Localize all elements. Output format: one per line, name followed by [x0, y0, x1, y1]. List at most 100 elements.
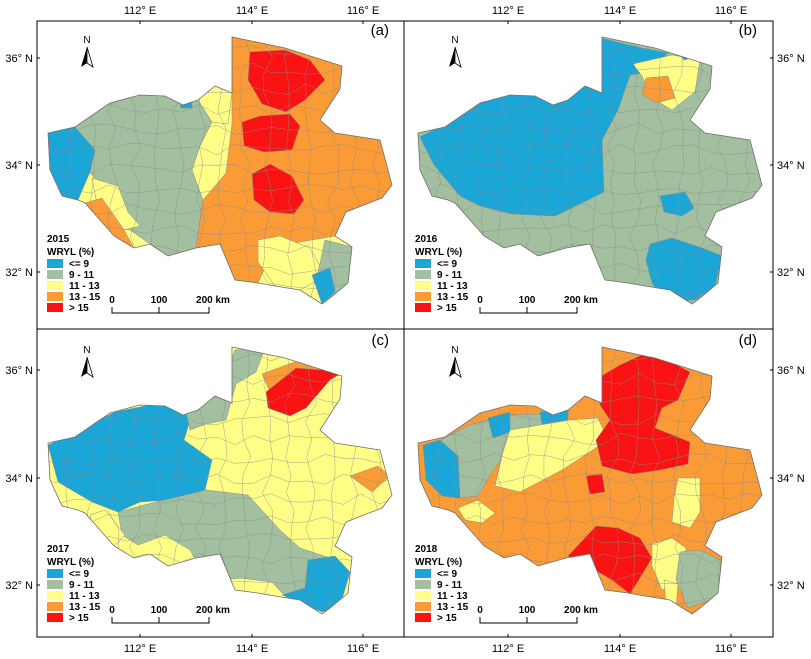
- county-boundary-line: [606, 37, 619, 304]
- lat-label-left: 36° N: [5, 365, 33, 377]
- wryl-region-c1: [659, 191, 695, 217]
- wryl-region-c4: [641, 75, 676, 104]
- county-boundary-line: [304, 347, 317, 614]
- legend-swatch: [47, 281, 63, 290]
- legend-swatch: [415, 303, 431, 312]
- scale-bar-label: 200 km: [196, 295, 230, 306]
- lon-label-top: 116° E: [715, 5, 747, 17]
- legend-swatch: [415, 281, 431, 290]
- county-boundary-line: [304, 37, 317, 304]
- lat-label-left: 36° N: [5, 53, 33, 65]
- legend-label: 9 - 11: [437, 270, 462, 281]
- legend-swatch: [415, 270, 431, 279]
- county-boundary-line: [673, 347, 685, 614]
- scale-bar-label: 200 km: [196, 605, 230, 616]
- county-boundary-line: [418, 42, 762, 56]
- scale-bar-label: 100: [151, 605, 168, 616]
- scale-bar-label: 0: [477, 295, 483, 306]
- scale-bar-line: [111, 307, 210, 314]
- county-boundary-line: [240, 347, 252, 614]
- county-boundary-line: [761, 347, 762, 614]
- wryl-region-c3: [671, 477, 701, 529]
- legend-swatch: [47, 580, 63, 589]
- wryl-region-c3: [457, 499, 496, 524]
- lat-label-right: 34° N: [777, 473, 805, 485]
- county-boundary-line: [606, 347, 620, 614]
- legend-title: WRYL (%): [47, 247, 94, 258]
- county-boundary-line: [48, 473, 392, 485]
- panel-letter: (a): [371, 22, 389, 39]
- county-boundary-line: [284, 347, 295, 614]
- lat-label-right: 36° N: [777, 365, 805, 377]
- north-arrow-icon: N: [449, 35, 462, 68]
- county-boundary-line: [261, 37, 273, 304]
- legend-swatch: [415, 602, 431, 611]
- legend-label: > 15: [69, 613, 89, 624]
- wryl-region-c2: [74, 94, 213, 257]
- lat-label-right: 36° N: [777, 53, 805, 65]
- county-boundary-line: [283, 37, 295, 304]
- county-boundary-line: [405, 23, 765, 34]
- county-boundary-line: [393, 21, 404, 327]
- legend-swatch: [47, 569, 63, 578]
- county-boundary-line: [651, 347, 662, 614]
- legend-label: > 15: [437, 303, 457, 314]
- county-boundary-line: [48, 163, 392, 175]
- county-boundary-line: [418, 123, 762, 135]
- north-arrow-label: N: [451, 345, 458, 356]
- north-arrow-left-half: [449, 47, 455, 67]
- county-boundary-line: [418, 492, 762, 506]
- wryl-region-c3: [494, 417, 609, 493]
- county-boundary-line: [418, 353, 762, 364]
- legend-swatch: [415, 613, 431, 622]
- legend-label: 9 - 11: [437, 580, 462, 591]
- wryl-region-c1: [179, 95, 193, 109]
- scale-bar: 0 100 200 km: [109, 295, 230, 314]
- scale-bar-label: 100: [519, 295, 536, 306]
- county-boundary-line: [628, 37, 641, 304]
- legend-title: WRYL (%): [415, 247, 462, 258]
- legend-year: 2018: [415, 544, 438, 555]
- scale-bar-label: 0: [109, 605, 115, 616]
- county-boundary-line: [418, 453, 762, 465]
- county-boundary-line: [37, 23, 397, 34]
- county-boundary-line: [405, 333, 765, 344]
- legend-swatch: [47, 613, 63, 622]
- legend-swatch: [47, 259, 63, 268]
- scale-bar-label: 200 km: [564, 295, 598, 306]
- panel-letter: (d): [739, 332, 757, 349]
- north-arrow-right-half: [454, 356, 462, 378]
- wryl-region-c1: [281, 555, 351, 613]
- legend-label: <= 9: [437, 569, 457, 580]
- lon-label-bottom: 114° E: [236, 643, 268, 655]
- north-arrow-left-half: [81, 357, 87, 377]
- wryl-region-c5: [265, 364, 356, 417]
- legend-year: 2017: [47, 544, 70, 555]
- lon-label-bottom: 116° E: [715, 643, 747, 655]
- county-boundary-line: [651, 37, 664, 304]
- county-boundary-line: [48, 184, 392, 195]
- legend-label: <= 9: [69, 569, 89, 580]
- north-arrow-icon: N: [81, 35, 94, 68]
- legend-swatch: [415, 259, 431, 268]
- legend-year: 2016: [415, 234, 438, 245]
- wryl-region-c1: [48, 402, 213, 513]
- legend-swatch: [47, 303, 63, 312]
- legend-label: > 15: [69, 303, 89, 314]
- legend-title: WRYL (%): [415, 557, 462, 568]
- north-arrow-icon: N: [449, 345, 462, 378]
- legend-label: 11 - 13: [69, 281, 100, 292]
- county-boundary-line: [761, 37, 762, 304]
- legend-swatch: [47, 602, 63, 611]
- wryl-region-c3: [257, 235, 326, 291]
- legend-label: 9 - 11: [69, 580, 94, 591]
- lat-label-left: 32° N: [5, 580, 33, 592]
- legend-label: 11 - 13: [69, 591, 100, 602]
- longitude-labels-bottom: 112° E 114° E 116° E 112° E 114° E 116° E: [124, 634, 747, 655]
- county-boundary-line: [239, 37, 251, 304]
